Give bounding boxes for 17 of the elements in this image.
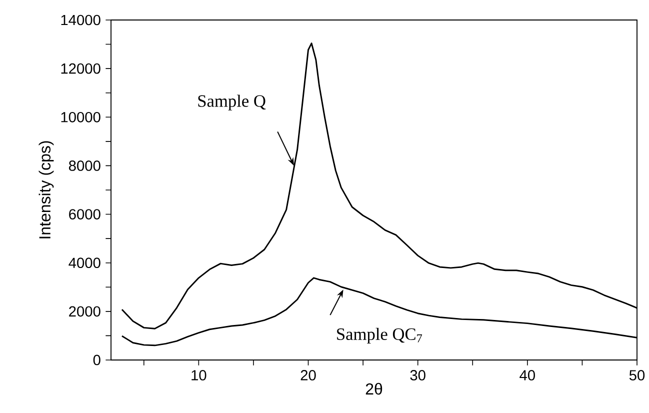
annotation: Sample Q bbox=[198, 94, 266, 110]
x-tick-label: 20 bbox=[300, 370, 316, 380]
y-tick-label: 4000 bbox=[68, 258, 100, 268]
x-tick-label: 50 bbox=[629, 370, 645, 380]
y-tick-label: 6000 bbox=[69, 209, 100, 220]
y-tick-label: 2000 bbox=[69, 306, 100, 317]
y-tick-label: 8000 bbox=[68, 160, 100, 171]
y-axis-title: Intensity (cps) bbox=[38, 141, 54, 238]
y-tick-label: 12000 bbox=[61, 63, 100, 74]
x-axis-title: 2θ bbox=[366, 382, 382, 395]
annotation: Sample QC$_{7}$ bbox=[337, 328, 422, 344]
y-tick-label: 10000 bbox=[61, 112, 100, 122]
y-tick-label: 0 bbox=[93, 354, 100, 366]
y-tick-label: 14000 bbox=[61, 14, 100, 26]
x-tick-label: 30 bbox=[410, 370, 426, 380]
x-tick-label: 10 bbox=[192, 370, 206, 380]
x-tick-label: 40 bbox=[520, 370, 535, 380]
